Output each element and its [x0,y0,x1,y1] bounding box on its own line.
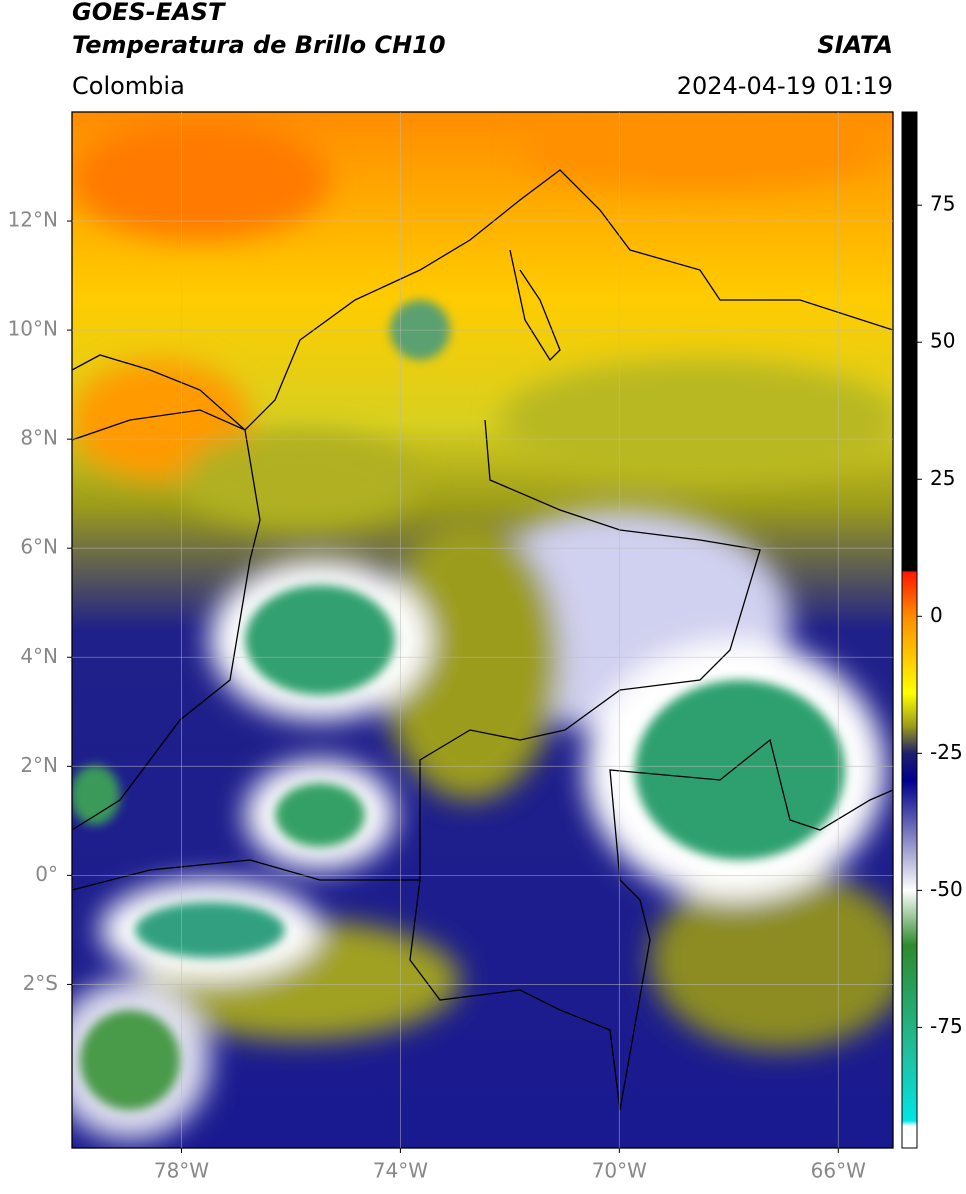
imagery [72,112,893,1148]
colorbar-label: -75 [930,1014,963,1038]
y-tick-label: 2°S [23,971,58,995]
colorbar-label: 75 [930,192,955,216]
x-tick-label: 70°W [592,1159,647,1183]
x-tick-label: 78°W [154,1159,209,1183]
region: Colombia [72,72,185,100]
colorbar [901,111,918,1149]
colorbar-label: 0 [930,603,943,627]
y-tick-label: 8°N [20,426,58,450]
y-tick-label: 2°N [20,753,58,777]
y-tick-label: 6°N [20,535,58,559]
x-tick-label: 66°W [811,1159,866,1183]
map-frame [71,111,894,1149]
datetime: 2024-04-19 01:19 [677,72,893,100]
colorbar-label: 50 [930,329,955,353]
colorbar-label: 25 [930,466,955,490]
y-tick-label: 12°N [8,208,58,232]
colorbar-label: -25 [930,740,963,764]
x-tick-label: 74°W [373,1159,428,1183]
y-tick-label: 0° [35,862,58,886]
satellite: GOES-EAST [72,0,226,26]
colorbar-label: -50 [930,877,963,901]
source: SIATA [817,31,893,59]
y-tick-label: 4°N [20,644,58,668]
y-tick-label: 10°N [8,317,58,341]
product: Temperatura de Brillo CH10 [72,31,446,59]
